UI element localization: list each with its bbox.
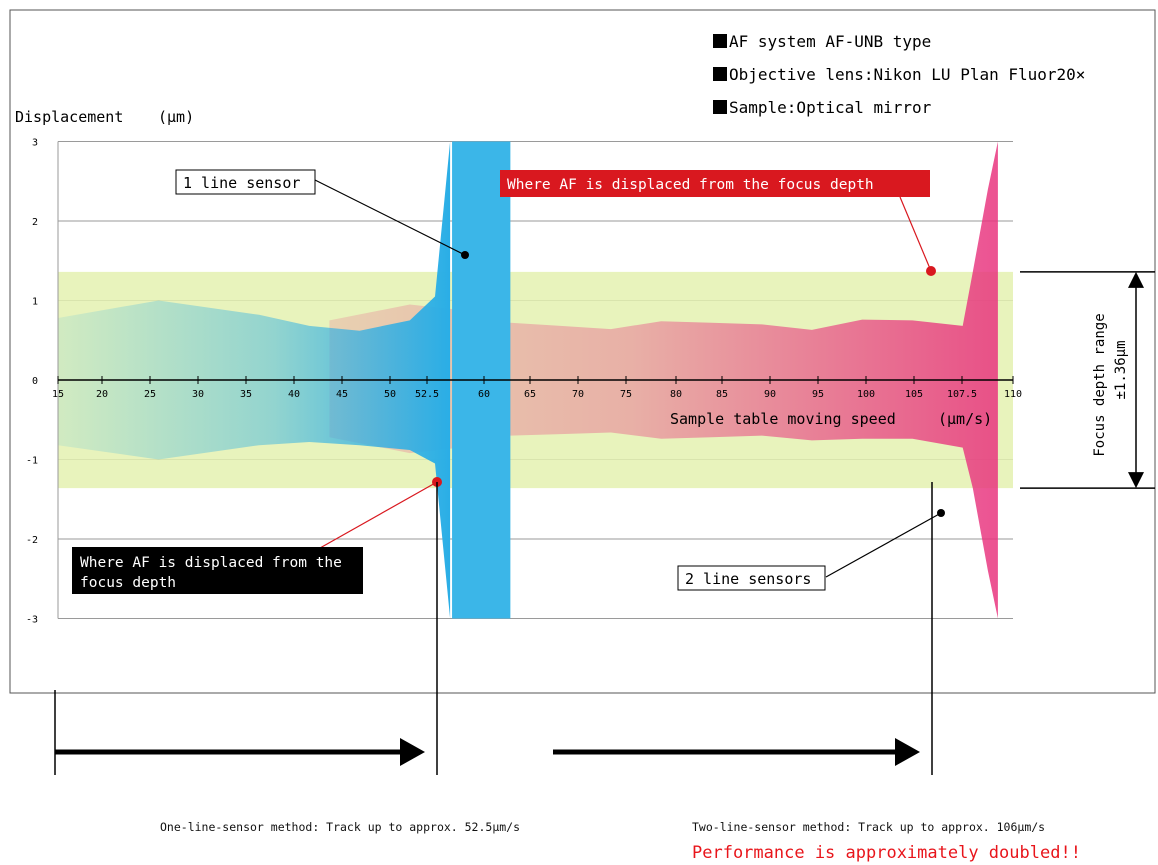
svg-text:Where AF is displaced from the: Where AF is displaced from the <box>80 555 342 571</box>
x-tick-label: 75 <box>620 389 632 400</box>
displaced-red-callout: Where AF is displaced from the focus dep… <box>500 170 936 276</box>
y-tick-label: 1 <box>32 297 38 308</box>
square-bullet-icon <box>713 34 727 48</box>
info-line-af-system: AF system AF-UNB type <box>713 32 931 51</box>
x-tick-label: 35 <box>240 389 252 400</box>
x-tick-label: 70 <box>572 389 584 400</box>
x-tick-label: 95 <box>812 389 824 400</box>
x-tick-label: 80 <box>670 389 682 400</box>
y-tick-label: 3 <box>32 138 38 149</box>
y-axis-unit: (μm) <box>158 108 194 126</box>
square-bullet-icon <box>713 67 727 81</box>
x-tick-label: 52.5 <box>415 389 439 400</box>
x-tick-label: 85 <box>716 389 728 400</box>
displaced-black-callout: Where AF is displaced from the focus dep… <box>72 477 442 594</box>
y-tick-label: -2 <box>26 535 38 546</box>
x-axis-title: Sample table moving speed <box>670 410 896 428</box>
y-tick-label: 2 <box>32 217 38 228</box>
x-tick-label: 65 <box>524 389 536 400</box>
focus-depth-label: Focus depth range <box>1092 313 1108 456</box>
square-bullet-icon <box>713 100 727 114</box>
x-tick-label: 107.5 <box>947 389 977 400</box>
one-line-sensor-callout: 1 line sensor <box>175 169 469 259</box>
info-text: Sample:Optical mirror <box>729 98 932 117</box>
x-tick-label: 100 <box>857 389 875 400</box>
x-tick-label: 50 <box>384 389 396 400</box>
x-tick-label: 20 <box>96 389 108 400</box>
x-tick-label: 45 <box>336 389 348 400</box>
y-tick-label: 0 <box>32 376 38 387</box>
x-axis-unit: (μm/s) <box>938 410 992 428</box>
two-line-summary: Two-line-sensor method: Track up to appr… <box>692 820 1046 834</box>
focus-depth-range-indicator: Focus depth range ±1.36μm <box>1020 271 1155 489</box>
performance-highlight: Performance is approximately doubled!! <box>692 843 1081 863</box>
one-line-summary: One-line-sensor method: Track up to appr… <box>160 820 521 834</box>
x-tick-label: 110 <box>1004 389 1022 400</box>
x-tick-label: 25 <box>144 389 156 400</box>
x-tick-label: 105 <box>905 389 923 400</box>
y-tick-label: -3 <box>26 615 38 626</box>
info-text: AF system AF-UNB type <box>729 32 932 51</box>
x-tick-label: 30 <box>192 389 204 400</box>
tracking-arrows <box>54 482 933 775</box>
info-text: Objective lens:Nikon LU Plan Fluor20× <box>729 65 1086 84</box>
svg-text:Where AF is displaced from the: Where AF is displaced from the focus dep… <box>507 177 874 193</box>
x-tick-label: 90 <box>764 389 776 400</box>
two-line-sensors-callout: 2 line sensors <box>677 509 945 591</box>
info-line-sample: Sample:Optical mirror <box>713 98 931 117</box>
x-tick-label: 60 <box>478 389 490 400</box>
focus-depth-value: ±1.36μm <box>1113 340 1129 399</box>
x-tick-label: 15 <box>52 389 64 400</box>
x-tick-label: 40 <box>288 389 300 400</box>
y-tick-label: -1 <box>26 456 38 467</box>
svg-text:focus depth: focus depth <box>80 575 176 591</box>
svg-text:1 line sensor: 1 line sensor <box>183 174 300 192</box>
y-axis-title: Displacement <box>15 108 123 126</box>
svg-text:2 line sensors: 2 line sensors <box>685 570 811 588</box>
info-line-objective: Objective lens:Nikon LU Plan Fluor20× <box>713 65 1085 84</box>
